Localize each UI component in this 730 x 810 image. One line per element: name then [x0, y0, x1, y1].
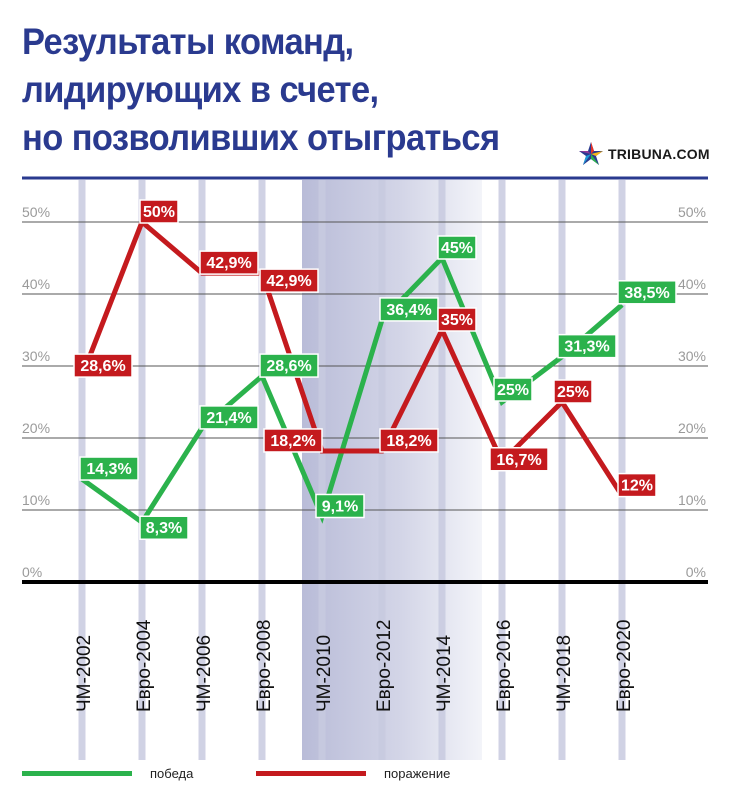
data-label-loss: 42,9% — [206, 255, 251, 272]
x-tick-label: ЧМ-2018 — [554, 635, 575, 712]
data-label-box-win — [259, 353, 319, 378]
x-tick-label: ЧМ-2002 — [74, 635, 95, 712]
x-tick-label: ЧМ-2010 — [314, 635, 335, 712]
series-line-loss — [79, 217, 625, 497]
y-tick-label-right: 20% — [678, 420, 706, 436]
data-label-box-win — [493, 377, 533, 402]
data-label-win: 9,1% — [322, 498, 358, 515]
data-label-loss: 12% — [621, 478, 653, 495]
data-label-loss: 50% — [143, 204, 175, 221]
data-label-box-loss — [263, 428, 323, 453]
data-label-box-win — [199, 405, 259, 430]
data-label-box-loss — [553, 379, 593, 404]
data-label-win: 36,4% — [386, 302, 431, 319]
data-label-loss: 16,7% — [496, 452, 541, 469]
chart-title-line-2: лидирующих в счете, — [22, 69, 379, 110]
data-label-box-loss — [617, 472, 657, 498]
data-label-box-win — [139, 515, 189, 540]
legend-item-win: победа — [22, 764, 193, 782]
y-tick-label-left: 50% — [22, 204, 50, 220]
data-label-box-loss — [437, 307, 477, 332]
x-tick-label: Евро-2012 — [374, 620, 395, 713]
y-tick-label-left: 0% — [22, 564, 42, 580]
y-tick-label-right: 10% — [678, 492, 706, 508]
data-label-win: 28,6% — [266, 358, 311, 375]
legend-label-loss: поражение — [384, 765, 451, 781]
y-tick-label-right: 30% — [678, 348, 706, 364]
y-tick-label-right: 0% — [686, 564, 706, 580]
brand-name: TRIBUNA.COM — [608, 146, 710, 162]
data-label-box-win — [79, 456, 139, 481]
data-label-win: 45% — [441, 240, 473, 257]
data-label-loss: 25% — [557, 384, 589, 401]
y-tick-label-right: 40% — [678, 276, 706, 292]
data-label-win: 21,4% — [206, 410, 251, 427]
legend-item-loss: поражение — [256, 764, 450, 782]
star-icon — [579, 142, 603, 165]
data-label-box-loss — [379, 428, 439, 453]
data-label-win: 25% — [497, 382, 529, 399]
data-label-win: 14,3% — [86, 461, 131, 478]
data-label-box-loss — [73, 353, 133, 378]
data-label-box-win — [617, 280, 677, 305]
data-label-box-loss — [199, 250, 259, 275]
brand-logo: TRIBUNA.COM — [578, 140, 710, 168]
legend-label-win: победа — [150, 765, 194, 781]
data-label-loss: 18,2% — [270, 433, 315, 450]
data-label-win: 8,3% — [146, 520, 182, 537]
data-label-box-win — [557, 333, 617, 359]
data-label-box-win — [315, 493, 365, 519]
y-tick-label-left: 10% — [22, 492, 50, 508]
chart-title-line-3: но позволивших отыграться — [22, 117, 500, 158]
data-label-box-loss — [139, 199, 179, 224]
legend-swatch-win — [22, 770, 132, 776]
data-label-loss: 28,6% — [80, 358, 125, 375]
legend-swatch-loss — [256, 770, 366, 776]
data-label-box-loss — [259, 268, 319, 293]
x-tick-label: Евро-2016 — [494, 620, 515, 713]
data-label-win: 38,5% — [624, 285, 669, 302]
data-label-loss: 18,2% — [386, 433, 431, 450]
data-label-loss: 35% — [441, 312, 473, 329]
y-tick-label-left: 20% — [22, 420, 50, 436]
x-tick-label: ЧМ-2014 — [434, 634, 455, 712]
data-label-box-loss — [489, 447, 549, 472]
data-label-loss: 42,9% — [266, 273, 311, 290]
y-tick-label-left: 30% — [22, 348, 50, 364]
chart-title-line-1: Результаты команд, — [22, 21, 354, 62]
y-tick-label-left: 40% — [22, 276, 50, 292]
x-tick-label: ЧМ-2006 — [194, 635, 215, 712]
data-label-box-win — [437, 235, 477, 260]
y-tick-label-right: 50% — [678, 204, 706, 220]
data-label-win: 31,3% — [564, 339, 609, 356]
x-tick-label: Евро-2004 — [134, 619, 155, 712]
x-tick-label: Евро-2020 — [614, 620, 635, 713]
chart-title: Результаты команд, лидирующих в счете, н… — [22, 18, 543, 162]
x-tick-label: Евро-2008 — [254, 620, 275, 713]
